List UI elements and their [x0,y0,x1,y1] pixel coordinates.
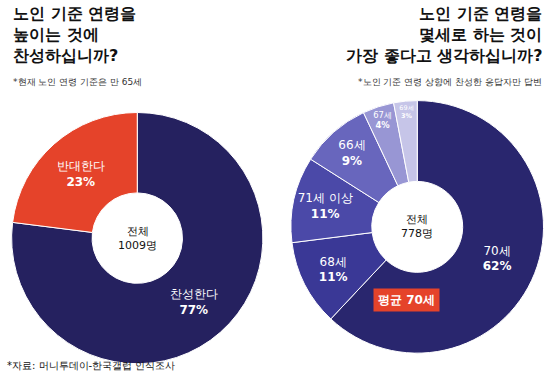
svg-text:노인 기준 연령을몇세로 하는 것이가장 좋다고 생각하십니: 노인 기준 연령을몇세로 하는 것이가장 좋다고 생각하십니까? [346,4,542,65]
svg-text:*자료: 머니투데이-한국갤럽 인식조사: *자료: 머니투데이-한국갤럽 인식조사 [7,360,175,371]
svg-text:*노인 기준 연령 상향에 찬성한 응답자만 답변: *노인 기준 연령 상향에 찬성한 응답자만 답변 [358,77,542,87]
svg-text:노인 기준 연령을높이는 것에찬성하십니까?: 노인 기준 연령을높이는 것에찬성하십니까? [13,4,136,65]
svg-text:전체778명: 전체778명 [401,213,433,240]
svg-text:반대한다23%: 반대한다23% [57,159,105,189]
svg-text:67세4%: 67세4% [373,110,392,131]
svg-text:찬성한다77%: 찬성한다77% [170,287,218,317]
svg-text:*현재 노인 연령 기준은 만 65세: *현재 노인 연령 기준은 만 65세 [13,77,142,87]
svg-text:70세62%: 70세62% [483,244,512,274]
svg-text:66세9%: 66세9% [338,138,365,168]
svg-text:평균 70세: 평균 70세 [378,293,435,307]
svg-text:71세 이상11%: 71세 이상11% [298,191,353,221]
svg-text:68세11%: 68세11% [319,255,348,285]
svg-text:69세3%: 69세3% [399,104,413,120]
svg-text:전체1009명: 전체1009명 [118,225,157,252]
